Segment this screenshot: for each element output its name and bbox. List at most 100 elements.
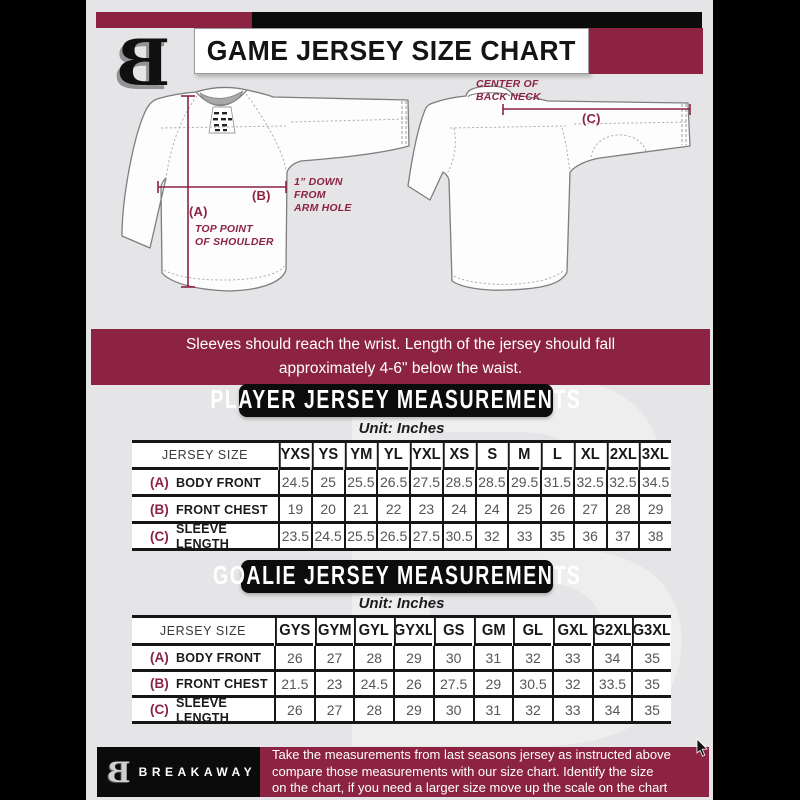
value-cell: 25.5 — [343, 524, 377, 551]
front-jersey-drawing — [121, 86, 410, 292]
value-cell: 32 — [512, 698, 552, 724]
value-cell: 34 — [591, 646, 632, 672]
footer-brand-name: BREAKAWAY — [138, 765, 257, 779]
size-col-header: JERSEY SIZE — [132, 618, 274, 646]
value-cell: 32.5 — [605, 470, 639, 497]
top-accent-black — [252, 12, 702, 28]
value-cell: 23 — [313, 672, 354, 698]
size-header-cell: G2XL — [592, 618, 631, 646]
value-cell: 35 — [631, 646, 671, 672]
value-cell: 31 — [472, 698, 513, 724]
footer-brand-logo: B — [107, 755, 131, 789]
goalie-section-heading-text: GOALIE JERSEY MEASUREMENTS — [212, 561, 582, 591]
measure-a-note: TOP POINT OF SHOULDER — [195, 223, 274, 248]
size-header-cell: XS — [442, 443, 474, 470]
value-cell: 28 — [605, 497, 639, 524]
value-cell: 21.5 — [274, 672, 314, 698]
row-measure-name: SLEEVE LENGTH — [175, 698, 229, 724]
page-title: GAME JERSEY SIZE CHART — [206, 35, 577, 66]
value-cell: 24 — [441, 497, 475, 524]
size-header-cell: YXL — [409, 443, 441, 470]
size-header-cell: GYL — [354, 618, 393, 646]
value-cell: 28.5 — [441, 470, 475, 497]
value-cell: 23 — [409, 497, 442, 524]
value-cell: 30.5 — [441, 524, 475, 551]
size-header-cell: YS — [311, 443, 343, 470]
value-cell: 32 — [512, 646, 552, 672]
value-cell: 31.5 — [540, 470, 573, 497]
value-cell: 32 — [551, 672, 592, 698]
infographic-panel: B B GAME JERSEY SIZE CHART — [86, 0, 713, 800]
row-measure-name: BODY FRONT — [175, 474, 261, 490]
jersey-diagrams — [121, 85, 691, 292]
value-cell: 27.5 — [409, 524, 442, 551]
footer-instructions-box: Take the measurements from last seasons … — [260, 747, 709, 797]
size-header-cell: 2XL — [606, 443, 638, 470]
row-measure-name: FRONT CHEST — [175, 501, 268, 517]
value-cell: 22 — [376, 497, 409, 524]
row-measure-name: SLEEVE LENGTH — [175, 524, 229, 551]
player-section-heading: PLAYER JERSEY MEASUREMENTS — [210, 384, 580, 417]
value-cell: 35 — [631, 672, 671, 698]
value-cell: 25 — [507, 497, 540, 524]
size-header-cell: YL — [377, 443, 409, 470]
footer-instruction-line3: on the chart, if you need a larger size … — [272, 780, 668, 796]
value-cell: 27 — [572, 497, 606, 524]
mouse-cursor — [696, 738, 708, 757]
value-cell: 24.5 — [278, 470, 311, 497]
top-accent-bar — [96, 12, 702, 28]
footer-brand-box: B BREAKAWAY — [97, 747, 260, 797]
row-label-cell: (A) BODY FRONT — [132, 646, 274, 672]
value-cell: 34 — [591, 698, 632, 724]
size-header-cell: XL — [573, 443, 605, 470]
measure-c-tag: (C) — [582, 111, 601, 126]
value-cell: 33 — [551, 646, 592, 672]
value-cell: 26.5 — [376, 470, 409, 497]
back-jersey-drawing — [407, 85, 691, 291]
size-header-cell: L — [540, 443, 572, 470]
value-cell: 33 — [551, 698, 592, 724]
title-accent-block — [589, 28, 703, 74]
value-cell: 26 — [393, 672, 433, 698]
row-label-cell: (C) SLEEVE LENGTH — [132, 524, 278, 551]
row-measure-tag: (B) — [150, 501, 169, 517]
goalie-section-heading: GOALIE JERSEY MEASUREMENTS — [213, 560, 580, 593]
value-cell: 26 — [274, 646, 314, 672]
size-header-cell: M — [508, 443, 540, 470]
value-cell: 38 — [638, 524, 671, 551]
size-header-cell: YXS — [278, 443, 310, 470]
value-cell: 26 — [540, 497, 573, 524]
value-cell: 27.5 — [432, 672, 473, 698]
value-cell: 24 — [474, 497, 508, 524]
value-cell: 27 — [313, 698, 354, 724]
player-unit-label: Unit: Inches — [358, 420, 445, 437]
row-measure-name: BODY FRONT — [175, 650, 261, 665]
footer-instruction-line2: compare those measurements with our size… — [272, 763, 654, 779]
value-cell: 35 — [631, 698, 671, 724]
row-measure-tag: (C) — [150, 702, 169, 717]
row-label-cell: (A) BODY FRONT — [132, 470, 278, 497]
value-cell: 30 — [432, 646, 473, 672]
size-header-cell: 3XL — [639, 443, 671, 470]
title-box: GAME JERSEY SIZE CHART — [194, 28, 589, 74]
value-cell: 24.5 — [310, 524, 344, 551]
value-cell: 29 — [393, 698, 433, 724]
value-cell: 26.5 — [376, 524, 409, 551]
fit-instruction-line1: Sleeves should reach the wrist. Length o… — [185, 336, 616, 353]
value-cell: 24.5 — [353, 672, 394, 698]
value-cell: 36 — [572, 524, 606, 551]
title-banner: GAME JERSEY SIZE CHART — [194, 28, 703, 74]
player-section-heading-text: PLAYER JERSEY MEASUREMENTS — [210, 385, 582, 415]
measure-a-tag: (A) — [189, 204, 208, 219]
size-header-cell: S — [475, 443, 507, 470]
value-cell: 33.5 — [591, 672, 632, 698]
size-header-cell: GYXL — [394, 618, 432, 646]
value-cell: 32.5 — [572, 470, 606, 497]
measure-b-tag: (B) — [252, 188, 271, 203]
size-header-cell: GYS — [274, 618, 313, 646]
row-measure-tag: (B) — [150, 676, 169, 691]
value-cell: 29.5 — [507, 470, 540, 497]
value-cell: 29 — [393, 646, 433, 672]
row-measure-tag: (A) — [150, 650, 169, 665]
value-cell: 27 — [313, 646, 354, 672]
